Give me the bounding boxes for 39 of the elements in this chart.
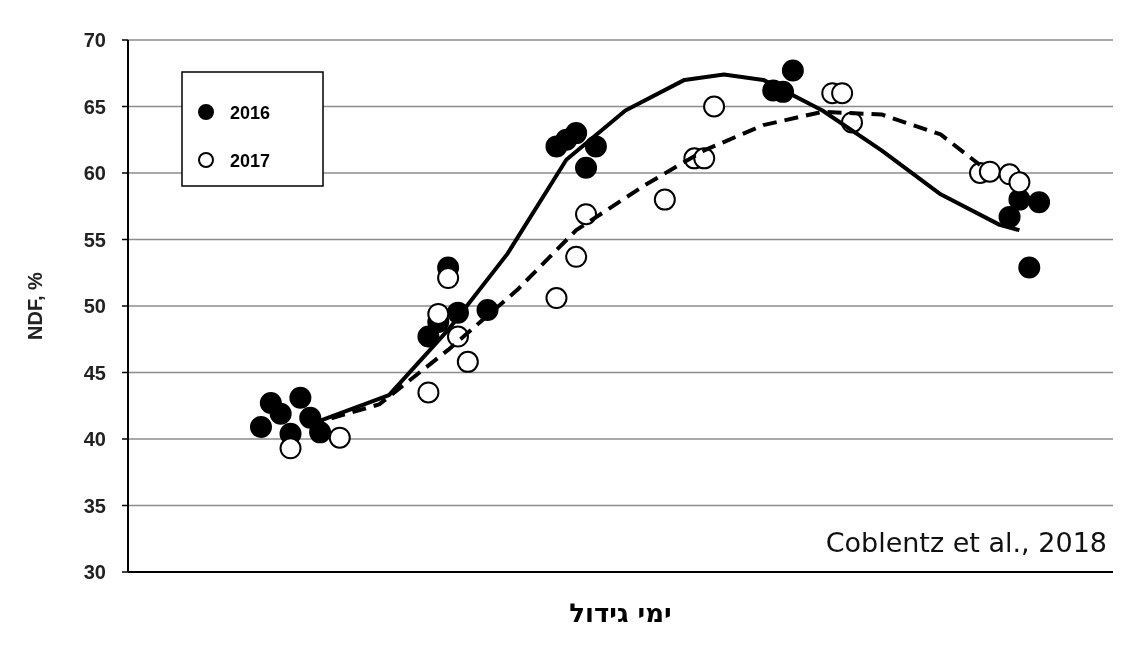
point [328,426,351,449]
y-axis-title: NDF, % [24,271,46,340]
point [437,267,460,290]
point [703,95,726,118]
y-tick-label: 30 [83,561,106,583]
point [1028,191,1051,214]
y-tick-label: 45 [83,361,106,384]
y-tick-label: 65 [83,95,106,118]
point [565,122,588,145]
point [427,302,450,325]
point [289,386,312,409]
y-tick-label: 60 [83,162,106,184]
y-tick-label: 55 [83,228,106,251]
point [1008,171,1031,194]
point [831,82,854,105]
legend-label: 2016 [230,103,271,123]
point [249,416,272,439]
point [1018,256,1041,279]
point [693,147,716,170]
y-tick-label: 35 [83,494,106,517]
point [309,421,332,444]
y-tick-label: 40 [83,428,106,450]
y-tick-label: 70 [83,29,106,51]
point [279,437,302,460]
point [269,402,292,425]
legend-label: 2017 [230,151,271,171]
point [575,156,598,179]
point [545,287,568,310]
x-axis-title: ימי גידול [569,598,672,628]
y-tick-label: 50 [83,295,106,317]
point [417,381,440,404]
point [565,245,588,268]
annotation: Coblentz et al., 2018 [825,527,1107,558]
point [653,188,676,211]
point [978,160,1001,183]
point [781,59,804,82]
point [456,350,479,373]
point [998,205,1021,228]
point [575,203,598,226]
